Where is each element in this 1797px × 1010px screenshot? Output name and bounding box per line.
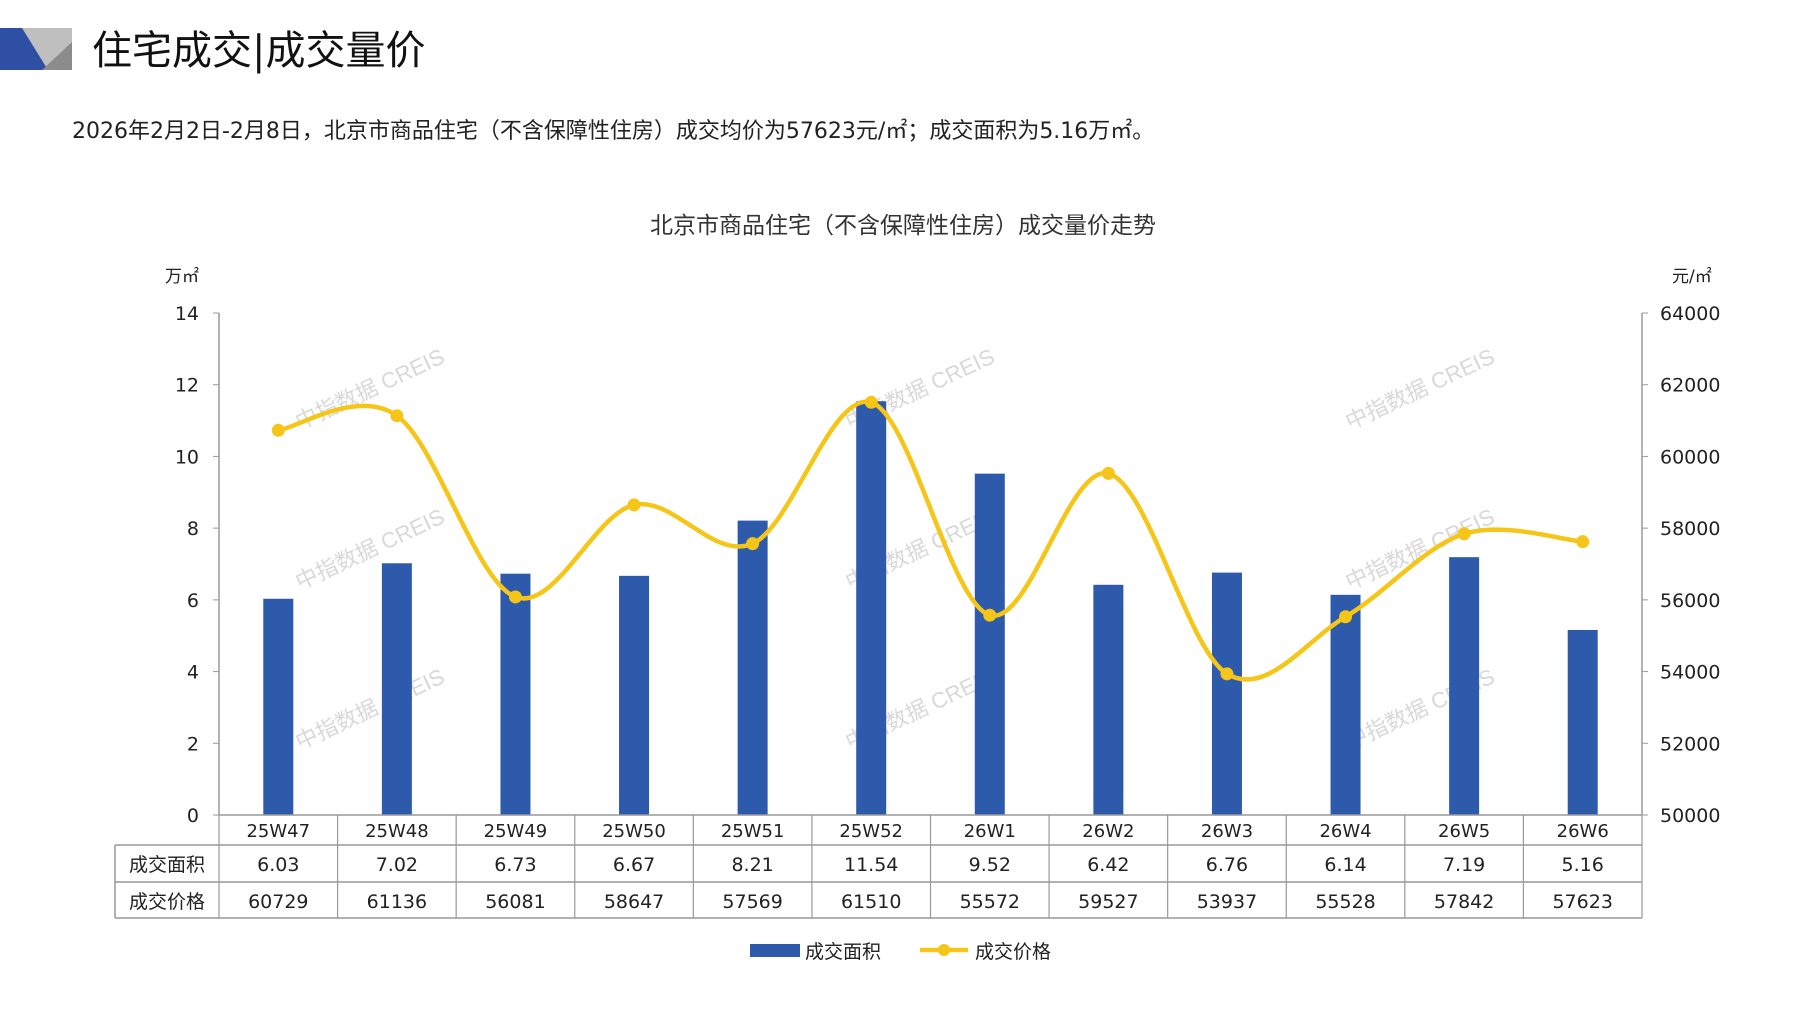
- price-point-26W5: [1457, 527, 1471, 541]
- y-left-tick-label: 8: [187, 518, 199, 540]
- bar-25W48: [381, 563, 412, 815]
- x-tick-label: 26W3: [1201, 821, 1253, 842]
- table-cell: 7.02: [376, 854, 418, 876]
- price-point-26W4: [1339, 610, 1353, 624]
- x-tick-label: 25W50: [602, 821, 666, 842]
- y-left-tick-label: 14: [175, 303, 199, 325]
- legend-area-label: 成交面积: [805, 941, 881, 963]
- x-tick-label: 26W1: [964, 821, 1016, 842]
- table-cell: 59527: [1078, 891, 1138, 913]
- legend: 成交面积 成交价格: [750, 941, 1051, 963]
- bar-26W3: [1211, 572, 1242, 815]
- y-right-tick-label: 58000: [1660, 518, 1720, 540]
- table-cell: 9.52: [969, 854, 1011, 876]
- table-cell: 6.03: [257, 854, 299, 876]
- x-tick-label: 25W49: [484, 821, 548, 842]
- legend-line-marker: [938, 944, 950, 956]
- y-right-tick-label: 50000: [1660, 805, 1720, 827]
- table-cell: 57623: [1552, 891, 1612, 913]
- price-point-25W51: [746, 537, 760, 551]
- price-point-25W47: [271, 423, 285, 437]
- price-point-26W1: [983, 608, 997, 622]
- x-tick-label: 25W47: [246, 821, 310, 842]
- table-cell: 11.54: [844, 854, 898, 876]
- bar-26W1: [974, 473, 1005, 815]
- watermark: 中指数据 CREIS: [292, 504, 449, 595]
- y-right-tick-label: 62000: [1660, 375, 1720, 397]
- table-row-label: 成交价格: [129, 891, 205, 913]
- table-cell: 61510: [841, 891, 901, 913]
- price-point-25W50: [627, 498, 641, 512]
- bar-25W50: [619, 575, 650, 815]
- price-point-25W48: [390, 409, 404, 423]
- y-right-label: 元/㎡: [1672, 267, 1712, 287]
- x-tick-label: 26W2: [1082, 821, 1134, 842]
- bar-25W49: [500, 573, 531, 815]
- y-left-tick-label: 0: [187, 805, 199, 827]
- chart-title: 北京市商品住宅（不含保障性住房）成交量价走势: [650, 213, 1156, 239]
- y-right-tick-label: 56000: [1660, 590, 1720, 612]
- table-row-label: 成交面积: [129, 854, 205, 876]
- x-tick-label: 26W4: [1319, 821, 1371, 842]
- table-cell: 61136: [367, 891, 427, 913]
- price-point-26W2: [1101, 466, 1115, 480]
- table-cell: 55528: [1315, 891, 1375, 913]
- bar-26W6: [1567, 629, 1598, 815]
- x-tick-label: 26W5: [1438, 821, 1490, 842]
- table-cell: 60729: [248, 891, 308, 913]
- x-tick-label: 25W48: [365, 821, 429, 842]
- table-cell: 7.19: [1443, 854, 1485, 876]
- bar-25W47: [263, 598, 294, 815]
- bar-25W52: [856, 401, 887, 815]
- table-cell: 55572: [960, 891, 1020, 913]
- x-tick-label: 26W6: [1557, 821, 1609, 842]
- legend-bar-swatch: [750, 944, 800, 957]
- header-logo-dark: [42, 42, 72, 70]
- watermark: 中指数据 CREIS: [292, 664, 449, 755]
- page-title: 住宅成交|成交量价: [92, 28, 425, 74]
- price-point-26W3: [1220, 667, 1234, 681]
- y-left-tick-label: 10: [175, 446, 199, 468]
- bar-26W5: [1449, 557, 1480, 815]
- table-cell: 6.73: [494, 854, 536, 876]
- watermark: 中指数据 CREIS: [292, 344, 449, 435]
- table-cell: 6.14: [1324, 854, 1366, 876]
- y-left-tick-label: 4: [187, 662, 199, 684]
- y-left-tick-label: 12: [175, 375, 199, 397]
- y-left-tick-label: 6: [187, 590, 199, 612]
- table-cell: 6.42: [1087, 854, 1129, 876]
- table-cell: 58647: [604, 891, 664, 913]
- y-right-tick-label: 54000: [1660, 662, 1720, 684]
- table-cell: 6.76: [1206, 854, 1248, 876]
- bar-25W51: [737, 520, 768, 815]
- y-right-tick-label: 52000: [1660, 733, 1720, 755]
- y-right-tick-label: 64000: [1660, 303, 1720, 325]
- price-point-25W49: [508, 590, 522, 604]
- watermark: 中指数据 CREIS: [1342, 344, 1499, 435]
- legend-price-label: 成交价格: [975, 941, 1051, 963]
- y-left-label: 万㎡: [165, 267, 199, 287]
- table-cell: 6.67: [613, 854, 655, 876]
- summary-text: 2026年2月2日-2月8日，北京市商品住宅（不含保障性住房）成交均价为5762…: [72, 118, 1154, 144]
- bar-26W2: [1093, 584, 1124, 815]
- table-cell: 56081: [485, 891, 545, 913]
- y-left-tick-label: 2: [187, 733, 199, 755]
- price-point-26W6: [1576, 535, 1590, 549]
- x-tick-label: 25W52: [839, 821, 903, 842]
- table-cell: 57569: [722, 891, 782, 913]
- price-point-25W52: [864, 395, 878, 409]
- table-cell: 57842: [1434, 891, 1494, 913]
- bar-26W4: [1330, 594, 1361, 815]
- table-cell: 8.21: [731, 854, 773, 876]
- x-tick-label: 25W51: [721, 821, 785, 842]
- table-cell: 53937: [1197, 891, 1257, 913]
- table-cell: 5.16: [1562, 854, 1604, 876]
- y-right-tick-label: 60000: [1660, 446, 1720, 468]
